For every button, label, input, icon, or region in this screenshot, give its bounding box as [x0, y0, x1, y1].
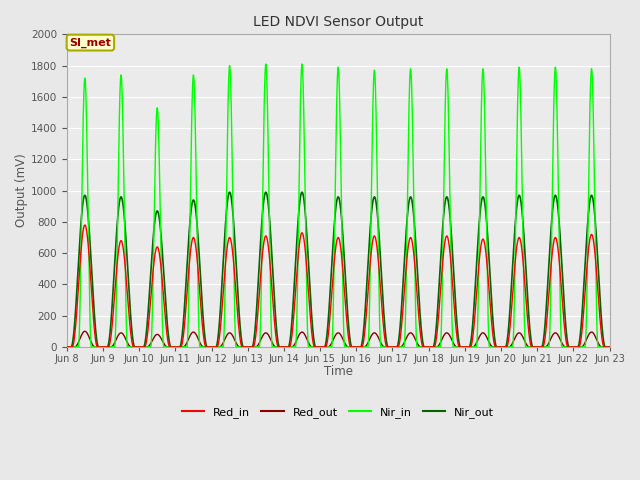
Red_out	[266, 335, 274, 341]
Nir_in	[413, 344, 421, 350]
Red_in	[490, 340, 498, 346]
Red_in	[63, 344, 70, 350]
Nir_out	[226, 189, 234, 195]
Line: Nir_out: Nir_out	[67, 192, 609, 347]
Nir_in	[490, 344, 498, 350]
Red_in	[179, 336, 187, 342]
Line: Red_in: Red_in	[67, 225, 609, 347]
Red_in	[81, 222, 89, 228]
Y-axis label: Output (mV): Output (mV)	[15, 154, 28, 228]
Nir_out	[413, 262, 421, 267]
X-axis label: Time: Time	[324, 365, 353, 378]
Red_out	[490, 344, 498, 350]
Nir_in	[604, 344, 612, 350]
Red_out	[605, 344, 613, 350]
Red_out	[173, 344, 181, 350]
Nir_out	[173, 344, 181, 350]
Red_in	[605, 344, 613, 350]
Title: LED NDVI Sensor Output: LED NDVI Sensor Output	[253, 15, 423, 29]
Red_out	[81, 328, 89, 334]
Nir_out	[266, 222, 274, 228]
Nir_out	[490, 331, 498, 337]
Line: Nir_in: Nir_in	[67, 64, 609, 347]
Red_in	[266, 261, 274, 266]
Nir_in	[262, 61, 269, 67]
Red_in	[173, 344, 181, 350]
Line: Red_out: Red_out	[67, 331, 609, 347]
Nir_in	[173, 344, 181, 350]
Nir_in	[605, 344, 613, 350]
Nir_out	[604, 344, 612, 350]
Red_out	[179, 344, 187, 350]
Red_out	[604, 344, 612, 350]
Nir_out	[179, 325, 187, 331]
Nir_in	[63, 344, 70, 350]
Text: SI_met: SI_met	[70, 37, 111, 48]
Nir_in	[179, 344, 187, 350]
Red_out	[63, 344, 70, 350]
Legend: Red_in, Red_out, Nir_in, Nir_out: Red_in, Red_out, Nir_in, Nir_out	[178, 403, 499, 422]
Red_out	[413, 340, 421, 346]
Nir_out	[63, 344, 70, 350]
Red_in	[413, 291, 421, 297]
Nir_in	[266, 264, 274, 270]
Nir_out	[605, 344, 613, 350]
Red_in	[604, 344, 612, 350]
